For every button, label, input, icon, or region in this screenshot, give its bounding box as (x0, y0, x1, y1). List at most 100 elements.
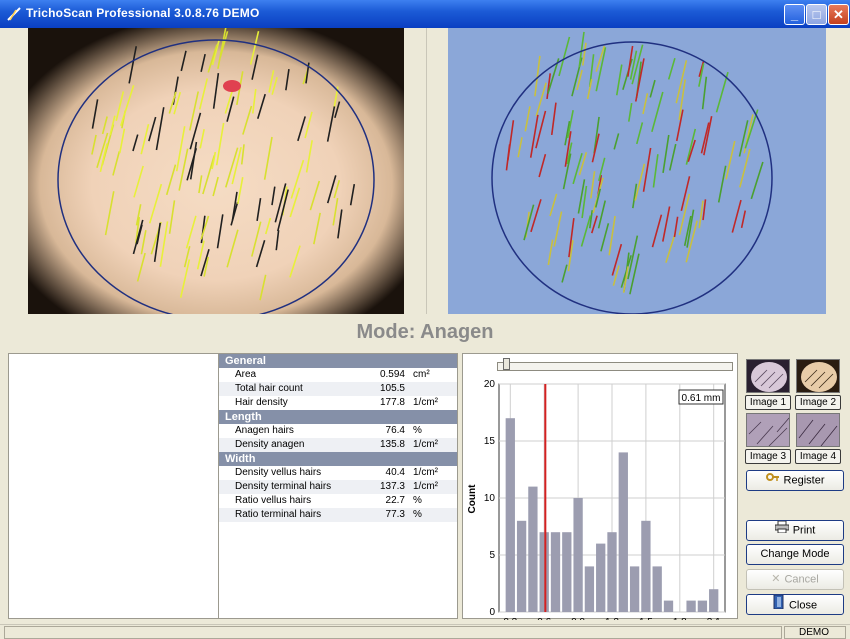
section-header: Length (219, 410, 457, 424)
hair-stroke (608, 215, 616, 256)
hair-stroke (649, 79, 656, 98)
cancel-button[interactable]: ✕ Cancel (746, 569, 844, 590)
hair-stroke (242, 105, 253, 135)
hair-stroke (188, 91, 200, 131)
threshold-slider-thumb[interactable] (503, 358, 510, 370)
hair-stroke (289, 187, 301, 218)
hair-stroke (530, 199, 542, 233)
close-button[interactable]: Close (746, 594, 844, 615)
row-unit: 1/cm² (413, 439, 438, 450)
cancel-label: Cancel (784, 573, 819, 586)
hair-stroke (99, 143, 108, 173)
hair-stroke (215, 122, 225, 166)
threshold-slider-track[interactable] (497, 362, 733, 371)
minimize-button[interactable]: _ (784, 4, 805, 25)
row-label: Hair density (235, 397, 288, 408)
hair-stroke (717, 165, 727, 203)
image-3-button[interactable]: Image 3 (745, 449, 791, 464)
hair-stroke (611, 243, 623, 276)
histogram-panel: 0.61 mm051015200.30.60.91.21.51.82.1Hair… (462, 353, 738, 637)
hair-stroke (115, 91, 125, 121)
hair-stroke (700, 122, 710, 154)
window-title: TrichoScan Professional 3.0.8.76 DEMO (26, 6, 260, 20)
hair-stroke (593, 116, 600, 154)
maximize-button[interactable]: □ (806, 4, 827, 25)
title-bar: TrichoScan Professional 3.0.8.76 DEMO _ … (0, 0, 850, 28)
row-unit (405, 382, 451, 396)
hair-stroke (568, 218, 575, 258)
histogram-bar (562, 532, 572, 612)
row-value: 105.5 (379, 383, 405, 394)
status-bar: DEMO (0, 624, 850, 639)
hair-stroke (211, 39, 221, 66)
hair-stroke (549, 193, 558, 217)
row-value: 22.7 (385, 495, 405, 506)
hair-stroke (256, 93, 266, 119)
row-value: 40.4 (385, 467, 405, 478)
section-header: General (219, 354, 457, 368)
hair-stroke (651, 214, 663, 248)
hair-stroke (185, 215, 197, 249)
hair-stroke (595, 188, 602, 208)
register-button[interactable]: Register (746, 470, 844, 491)
hair-stroke (200, 249, 210, 277)
row-label: Density anagen (235, 439, 305, 450)
hair-stroke (304, 111, 313, 139)
histogram-bar (652, 566, 662, 612)
hair-stroke (175, 126, 186, 172)
original-image-panel[interactable] (28, 28, 404, 314)
mode-label: Mode: Anagen (356, 321, 494, 343)
hair-stroke (219, 31, 229, 58)
histogram-bar (505, 418, 515, 612)
hair-stroke (675, 60, 688, 104)
row-value: 177.8 (379, 397, 405, 408)
hair-stroke (597, 200, 607, 229)
hair-stroke (683, 215, 692, 246)
hair-stroke (564, 131, 572, 167)
row-unit: % (413, 495, 422, 506)
y-tick-label: 10 (484, 493, 496, 504)
x-tick-label: 0.3 (503, 617, 517, 620)
hair-stroke (153, 222, 161, 262)
hair-stroke (687, 139, 696, 163)
hair-stroke (744, 109, 759, 149)
hair-stroke (136, 252, 146, 282)
hair-stroke (289, 245, 301, 278)
hair-stroke (524, 106, 531, 132)
hair-stroke (642, 147, 652, 192)
hair-stroke (189, 141, 198, 180)
hair-stroke (135, 216, 141, 244)
hair-stroke (667, 57, 676, 80)
analysis-image-panel[interactable] (448, 28, 826, 314)
hair-stroke (183, 245, 191, 268)
row-label: Density terminal hairs (235, 481, 332, 492)
hair-stroke (631, 44, 644, 85)
thumbnail-image-1[interactable] (746, 359, 790, 393)
row-label: Area (235, 369, 257, 380)
thumbnail-image-3[interactable] (746, 413, 790, 447)
hair-stroke (635, 122, 644, 145)
hair-stroke (588, 54, 595, 88)
hair-stroke (703, 116, 713, 156)
hair-stroke (566, 142, 573, 165)
table-row: Ratio vellus hairs 22.7% (219, 494, 457, 508)
hair-stroke (523, 204, 535, 241)
thumbnail-image-2[interactable] (796, 359, 840, 393)
histogram-bar (709, 589, 719, 612)
hair-stroke (725, 140, 736, 180)
hair-stroke (275, 230, 280, 251)
hair-stroke (112, 151, 121, 176)
print-button[interactable]: Print (746, 520, 844, 541)
image-4-button[interactable]: Image 4 (795, 449, 841, 464)
change-mode-button[interactable]: Change Mode (746, 544, 844, 565)
hair-stroke (634, 163, 646, 201)
image-1-button[interactable]: Image 1 (745, 395, 791, 410)
statistics-table: General Area 0.594 cm² Total hair count 105… (218, 353, 458, 619)
hair-stroke (546, 73, 551, 100)
hair-stroke (701, 76, 708, 110)
image-2-button[interactable]: Image 2 (795, 395, 841, 410)
close-window-button[interactable]: ✕ (828, 4, 849, 25)
analysis-overlay (448, 28, 826, 314)
hair-stroke (652, 154, 659, 188)
thumbnail-image-4[interactable] (796, 413, 840, 447)
